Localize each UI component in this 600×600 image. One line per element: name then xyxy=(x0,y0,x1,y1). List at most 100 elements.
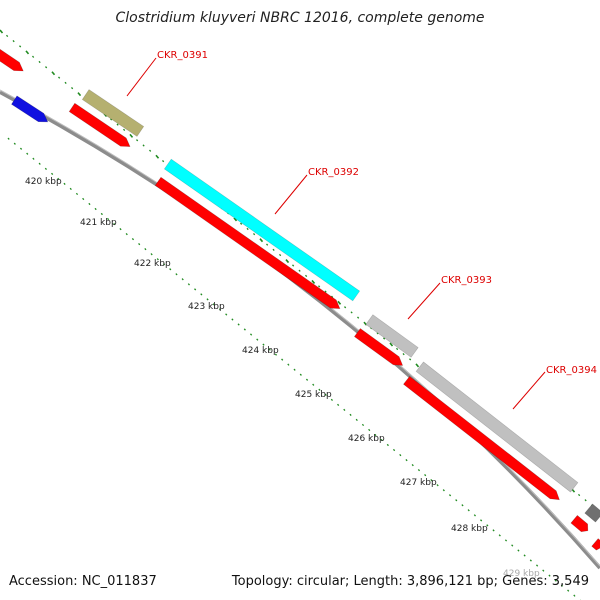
inner-tick-mark xyxy=(486,524,489,527)
inner-tick-mark xyxy=(411,463,414,467)
inner-tick-mark xyxy=(542,569,545,572)
inner-tick-mark xyxy=(69,187,72,191)
inner-tick-mark xyxy=(548,574,551,577)
inner-tick-mark xyxy=(131,238,135,241)
outer-tick-mark xyxy=(45,66,48,69)
cds-feature[interactable] xyxy=(0,48,26,75)
inner-tick-mark xyxy=(256,338,259,341)
inner-tick-mark xyxy=(330,398,333,401)
inner-tick-mark xyxy=(7,137,10,140)
outer-tick-mark xyxy=(240,222,243,225)
scale-label-420: 420 kbp xyxy=(25,177,62,187)
map-title: Clostridium kluyveri NBRC 12016, complet… xyxy=(115,10,485,26)
inner-tick-mark xyxy=(281,358,284,361)
inner-tick-mark xyxy=(187,283,190,286)
cds-feature[interactable] xyxy=(403,375,562,503)
gene-label-ckr-0392[interactable]: CKR_0392 xyxy=(308,167,359,178)
outer-tick-mark xyxy=(331,295,334,298)
outer-tick-mark xyxy=(383,337,386,340)
inner-tick-mark xyxy=(181,278,184,281)
outer-tick-mark xyxy=(64,81,67,84)
outer-tick-mark xyxy=(19,45,22,48)
outer-tick-mark xyxy=(389,342,394,347)
cds-feature[interactable] xyxy=(154,176,343,313)
gene-block-dark[interactable] xyxy=(584,503,600,523)
inner-tick-mark xyxy=(380,438,383,442)
inner-tick-mark xyxy=(442,489,445,492)
backbone-line xyxy=(0,90,600,570)
gene-block-ckr-0391[interactable] xyxy=(81,89,145,137)
gene-block-ckr-0393-shape xyxy=(365,314,419,358)
outer-tick-mark xyxy=(285,259,290,264)
inner-tick-mark xyxy=(38,162,41,165)
outer-tick-mark xyxy=(324,290,327,293)
inner-tick-mark xyxy=(57,177,60,180)
inner-tick-mark xyxy=(26,152,29,155)
outer-tick-mark xyxy=(155,154,160,159)
inner-tick-mark xyxy=(262,343,265,346)
cds-feature[interactable] xyxy=(570,514,591,534)
inner-tick-mark xyxy=(32,157,35,160)
cds-feature[interactable] xyxy=(353,328,405,369)
inner-tick-mark xyxy=(436,484,439,487)
inner-tick-mark xyxy=(448,494,452,497)
inner-tick-mark xyxy=(51,172,54,175)
scale-label-429: 429 kbp xyxy=(503,569,540,579)
inner-tick-mark xyxy=(517,549,520,552)
scale-labels: 420 kbp 421 kbp 422 kbp 423 kbp 424 kbp … xyxy=(25,177,540,579)
outer-tick-mark xyxy=(71,86,74,90)
inner-tick-mark xyxy=(94,207,97,211)
accession-text: Accession: NC_011837 xyxy=(9,574,157,589)
inner-tick-mark xyxy=(150,253,153,256)
gene-leader-line xyxy=(126,57,157,97)
cds-feature-shape xyxy=(0,48,24,72)
gene-label-ckr-0393[interactable]: CKR_0393 xyxy=(441,275,492,286)
inner-tick-mark xyxy=(324,393,327,396)
cds-feature-shape xyxy=(154,176,341,309)
gene-leader-line xyxy=(512,371,546,410)
outer-tick-mark xyxy=(259,238,264,243)
cds-feature-shape xyxy=(591,538,600,551)
inner-tick-mark xyxy=(293,368,296,371)
inner-tick-mark xyxy=(461,504,464,507)
inner-tick-mark xyxy=(417,469,421,472)
gene-label-ckr-0394[interactable]: CKR_0394 xyxy=(546,365,597,376)
cds-feature[interactable] xyxy=(591,538,600,552)
inner-tick-mark xyxy=(156,258,159,261)
inner-tick-mark xyxy=(473,514,476,517)
outer-tick-mark xyxy=(149,149,152,152)
gene-label-ckr-0391[interactable]: CKR_0391 xyxy=(157,50,208,61)
inner-tick-mark xyxy=(392,448,396,452)
inner-tick-mark xyxy=(225,313,228,316)
outer-tick-mark xyxy=(578,493,581,497)
inner-tick-mark xyxy=(567,589,570,592)
outer-tick-mark xyxy=(311,279,316,284)
inner-tick-mark xyxy=(75,192,79,196)
inner-tick-mark xyxy=(405,458,408,462)
inner-tick-mark xyxy=(231,318,234,321)
gene-block-ckr-0392[interactable] xyxy=(163,158,361,302)
inner-tick-mark xyxy=(175,273,178,276)
gene-block-dark-shape xyxy=(584,503,600,523)
inner-tick-mark xyxy=(480,519,483,522)
cds-feature-shape xyxy=(403,375,560,501)
outer-tick-mark xyxy=(233,217,238,222)
scale-label-428: 428 kbp xyxy=(451,524,488,534)
gene-block-ckr-0393[interactable] xyxy=(365,314,419,358)
cds-feature-blue[interactable] xyxy=(11,95,51,126)
cds-feature[interactable] xyxy=(68,102,133,150)
inner-tick-mark xyxy=(243,328,246,331)
gene-block-ckr-0394[interactable] xyxy=(415,361,579,493)
inner-tick-mark xyxy=(287,363,290,366)
scale-label-425: 425 kbp xyxy=(295,390,332,400)
inner-tick-mark xyxy=(511,544,514,547)
inner-tick-mark xyxy=(249,333,253,336)
inner-tick-mark xyxy=(194,288,197,291)
scale-label-423: 423 kbp xyxy=(188,302,225,312)
outer-tick-mark xyxy=(129,133,134,138)
inner-tick-mark xyxy=(212,303,215,306)
outer-tick-mark xyxy=(142,144,145,147)
gene-labels: CKR_0391 CKR_0392 CKR_0393 CKR_0394 xyxy=(126,50,597,410)
inner-tick-mark xyxy=(44,167,47,170)
